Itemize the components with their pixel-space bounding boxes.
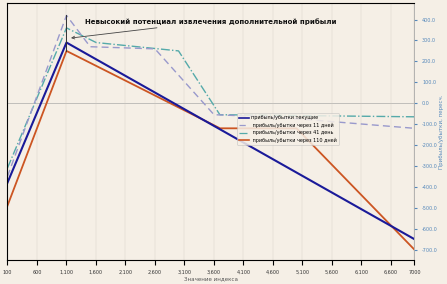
Text: Невысокий потенциал извлечения дополнительной прибыли: Невысокий потенциал извлечения дополните… bbox=[72, 18, 337, 39]
 прибыль/убытки через 41 день bbox=[339, 114, 345, 118]
Y-axis label: Прибыль/убытки, пересч.: Прибыль/убытки, пересч. bbox=[439, 94, 444, 169]
прибыль/убытки текущие bbox=[160, 95, 166, 99]
прибыль/убытки текущие bbox=[270, 157, 275, 160]
 прибыль/убытки через 110 дней bbox=[249, 127, 254, 130]
Line:  прибыль/убытки через 11 дней: прибыль/убытки через 11 дней bbox=[8, 15, 414, 176]
Line:  прибыль/убытки через 41 день: прибыль/убытки через 41 день bbox=[8, 28, 414, 168]
 прибыль/убытки через 41 день bbox=[249, 113, 254, 117]
 прибыль/убытки через 110 дней bbox=[64, 49, 69, 53]
 прибыль/убытки через 41 день bbox=[160, 48, 166, 51]
 прибыль/убытки через 41 день bbox=[79, 34, 84, 37]
 прибыль/убытки через 11 дней bbox=[249, 114, 254, 118]
 прибыль/убытки через 41 день bbox=[5, 166, 10, 170]
прибыль/убытки текущие bbox=[412, 237, 417, 241]
 прибыль/убытки через 110 дней bbox=[79, 57, 84, 60]
 прибыль/убытки через 11 дней bbox=[308, 118, 314, 122]
прибыль/убытки текущие bbox=[308, 179, 314, 183]
 прибыль/убытки через 11 дней bbox=[79, 34, 84, 37]
прибыль/убытки текущие bbox=[64, 41, 69, 44]
прибыль/убытки текущие bbox=[79, 49, 84, 53]
 прибыль/убытки через 11 дней bbox=[5, 175, 10, 178]
 прибыль/убытки через 11 дней bbox=[412, 127, 417, 130]
 прибыль/убытки через 41 день bbox=[412, 115, 417, 118]
Legend: прибыль/убытки текущие,  прибыль/убытки через 11 дней,  прибыль/убытки через 41 : прибыль/убытки текущие, прибыль/убытки ч… bbox=[237, 113, 339, 145]
 прибыль/убытки через 11 дней bbox=[160, 56, 166, 60]
 прибыль/убытки через 110 дней bbox=[270, 127, 275, 130]
 прибыль/убытки через 110 дней bbox=[412, 248, 417, 251]
прибыль/убытки текущие bbox=[249, 145, 254, 149]
 прибыль/убытки через 11 дней bbox=[270, 115, 275, 118]
 прибыль/убытки через 41 день bbox=[308, 114, 314, 117]
Line:  прибыль/убытки через 110 дней: прибыль/убытки через 110 дней bbox=[8, 51, 414, 250]
 прибыль/убытки через 41 день bbox=[270, 114, 275, 117]
 прибыль/убытки через 110 дней bbox=[308, 142, 314, 145]
 прибыль/убытки через 110 дней bbox=[339, 174, 345, 177]
 прибыль/убытки через 11 дней bbox=[339, 121, 345, 124]
прибыль/убытки текущие bbox=[5, 181, 10, 184]
 прибыль/убытки через 11 дней bbox=[64, 14, 69, 17]
Line: прибыль/убытки текущие: прибыль/убытки текущие bbox=[8, 43, 414, 239]
 прибыль/убытки через 110 дней bbox=[160, 98, 166, 101]
прибыль/убытки текущие bbox=[339, 197, 345, 200]
 прибыль/убытки через 41 день bbox=[64, 26, 69, 30]
X-axis label: Значение индекса: Значение индекса bbox=[184, 276, 238, 281]
 прибыль/убытки через 110 дней bbox=[5, 204, 10, 207]
